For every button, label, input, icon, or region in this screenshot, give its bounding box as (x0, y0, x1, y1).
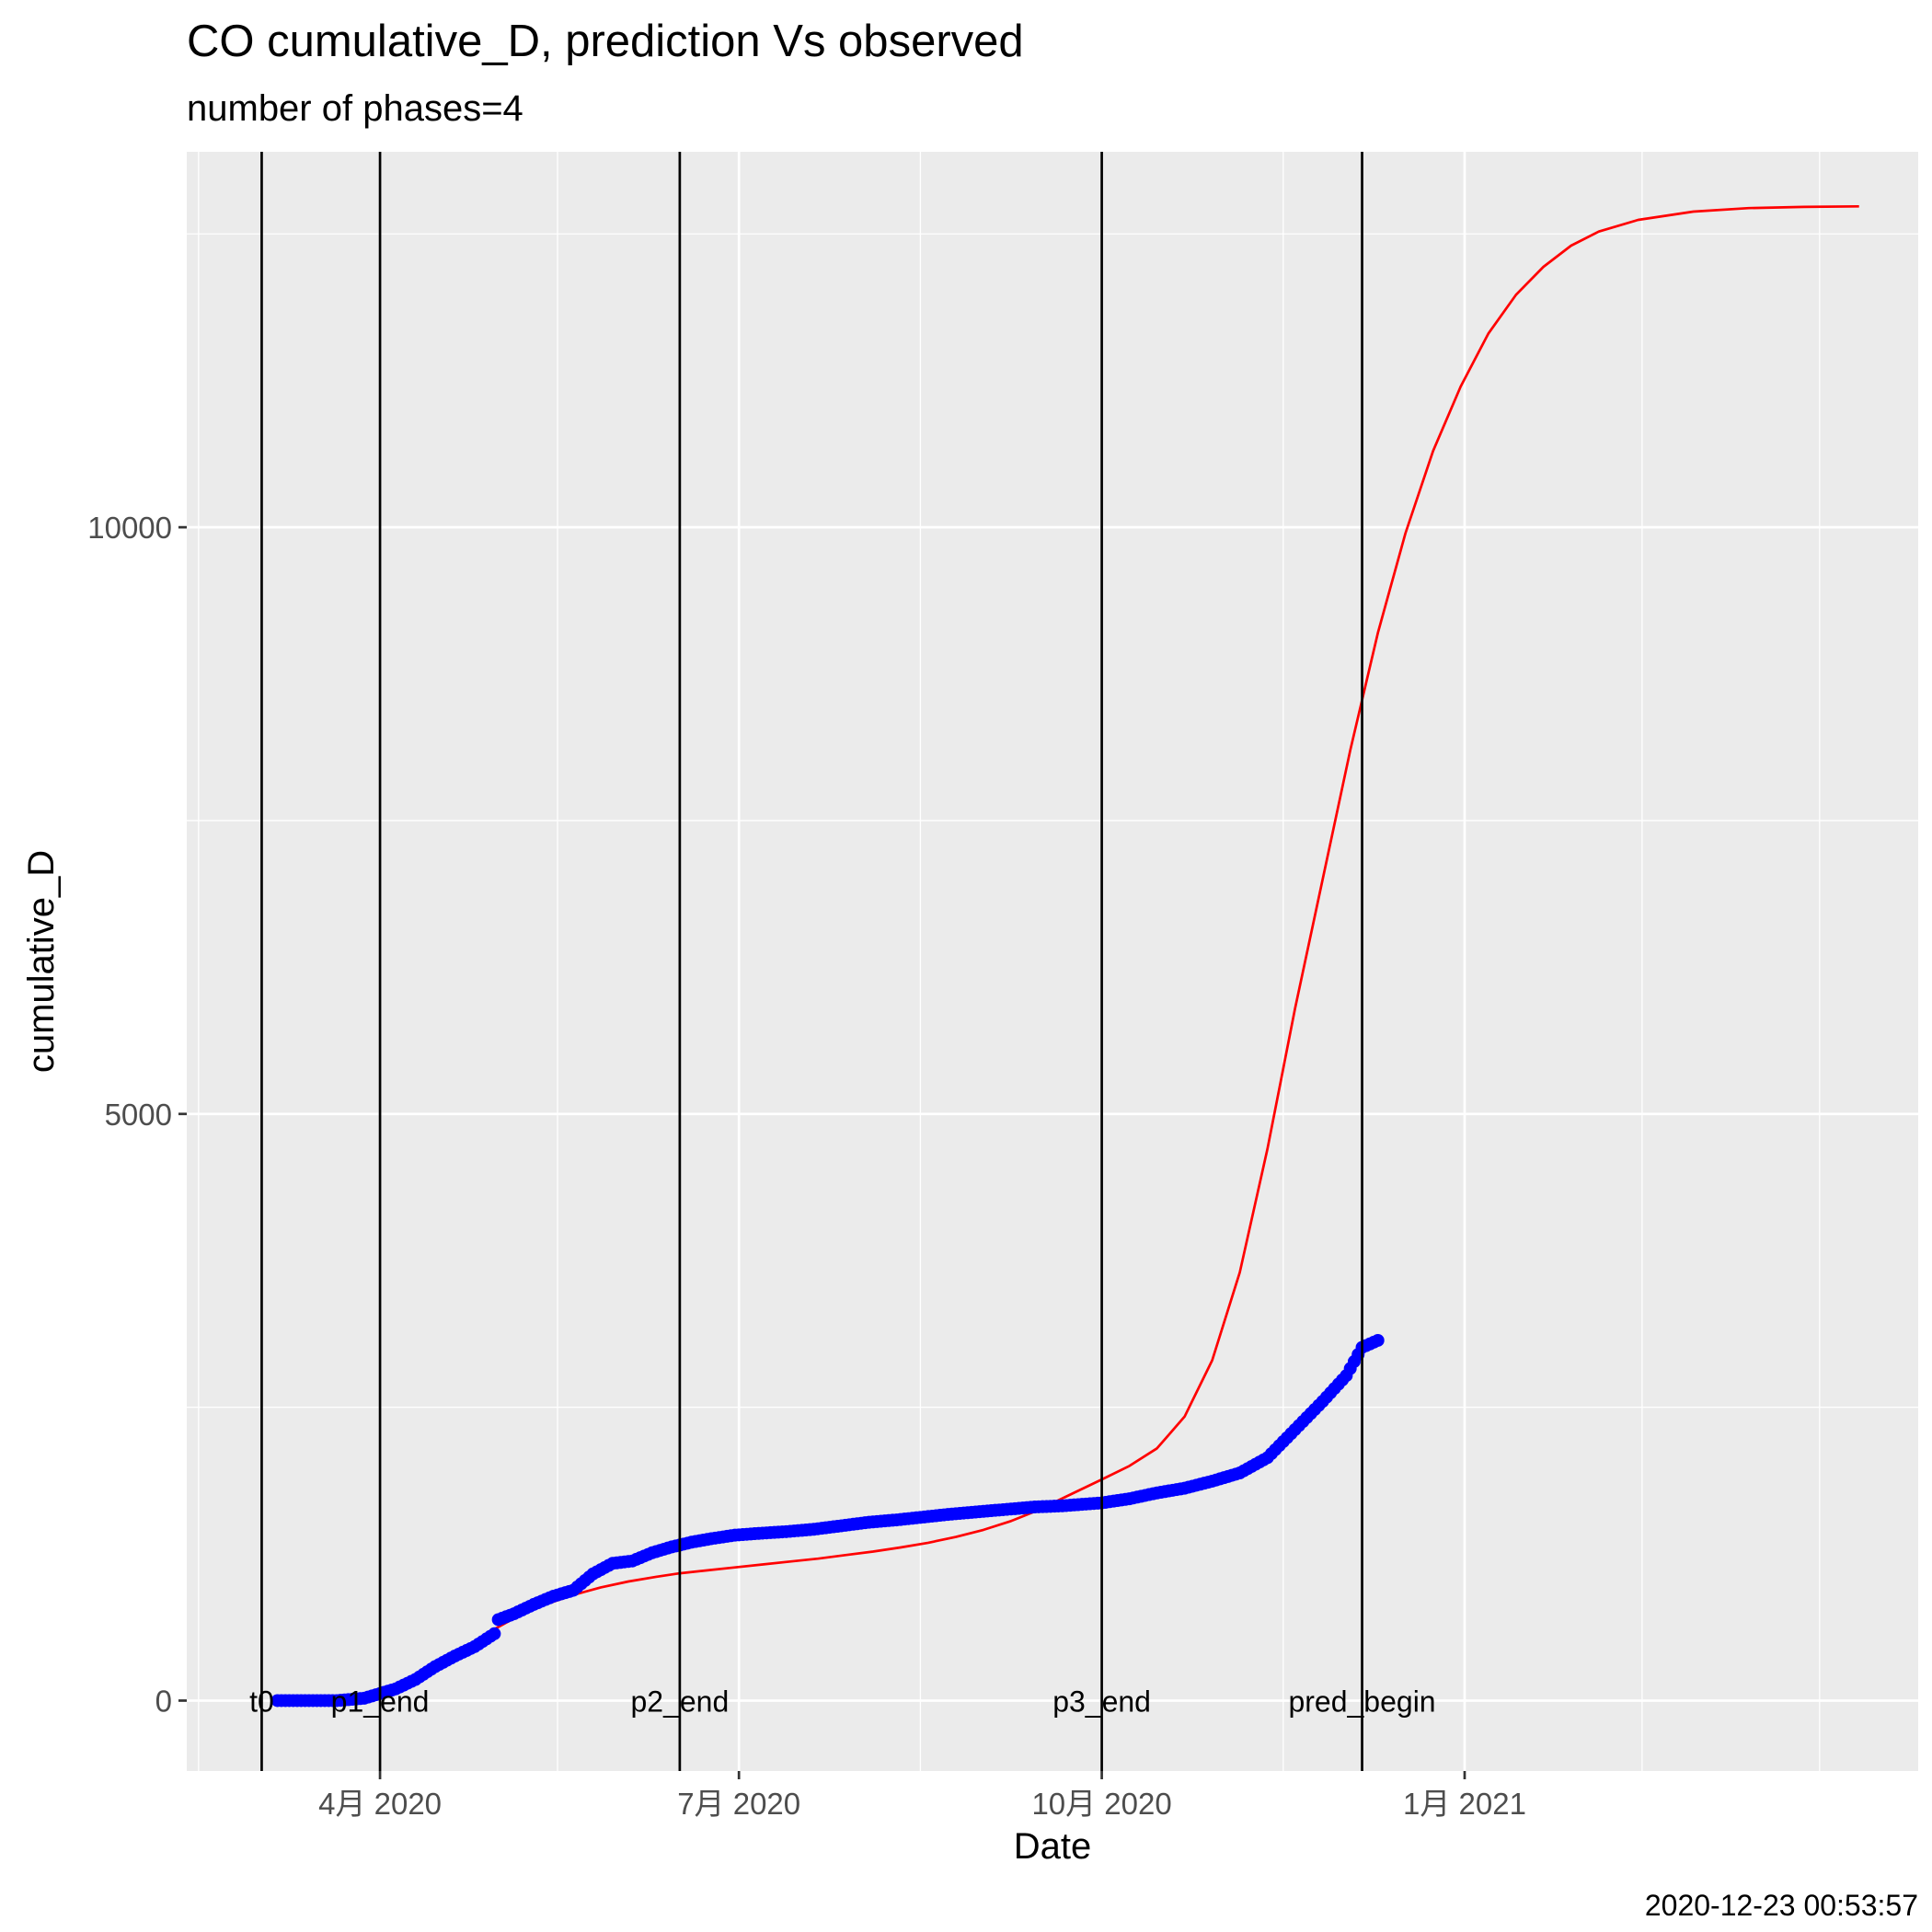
observed-point (1371, 1333, 1385, 1347)
phase-label-p2_end: p2_end (630, 1685, 729, 1718)
x-tick-label: 1月 2021 (1403, 1787, 1526, 1821)
phase-lines (260, 152, 1363, 1771)
y-tick-label: 5000 (105, 1098, 172, 1132)
y-axis: 0 5000 10000 (87, 511, 187, 1718)
x-tick-label: 7月 2020 (677, 1787, 800, 1821)
phase-label-p3_end: p3_end (1052, 1685, 1151, 1718)
y-tick-label: 10000 (87, 511, 172, 545)
x-axis-title: Date (1014, 1826, 1092, 1867)
y-tick-label: 0 (155, 1684, 172, 1718)
phase-labels: t0 p1_end p2_end p3_end pred_begin (249, 1685, 1435, 1718)
y-axis-title: cumulative_D (21, 850, 62, 1073)
observed-series (270, 1333, 1385, 1708)
phase-label-pred_begin: pred_begin (1288, 1685, 1435, 1718)
observed-point (488, 1627, 501, 1640)
timestamp-caption: 2020-12-23 00:53:57 (1645, 1889, 1918, 1922)
x-tick-label: 10月 2020 (1031, 1787, 1171, 1821)
x-axis: 4月 2020 7月 2020 10月 2020 1月 2021 (318, 1771, 1526, 1821)
chart-subtitle: number of phases=4 (187, 88, 523, 129)
phase-label-t0: t0 (249, 1685, 274, 1718)
plot-panel (187, 152, 1918, 1771)
x-tick-label: 4月 2020 (318, 1787, 442, 1821)
grid-minor (187, 152, 1918, 1771)
chart-title: CO cumulative_D, prediction Vs observed (187, 17, 1024, 66)
phase-label-p1_end: p1_end (331, 1685, 430, 1718)
